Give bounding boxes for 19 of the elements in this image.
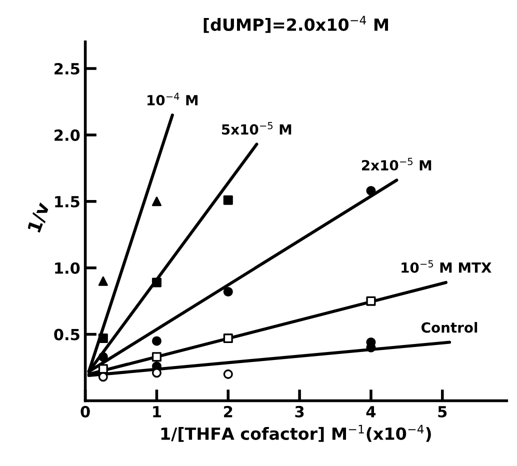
x-axis-title: 1/[THFA cofactor] M$^{−1}$(x10$^{−4}$) (161, 424, 431, 442)
chart-title: [dUMP]=2.0x10$^{−4}$ M (204, 16, 388, 33)
y-tick-label: 2.5 (54, 62, 80, 75)
y-tick-label: 1.0 (55, 262, 80, 274)
x-tick-label: 3 (295, 406, 304, 418)
x-tick-label: 1 (153, 406, 161, 418)
annotation: Control (422, 322, 478, 333)
x-tick-label: 4 (366, 406, 376, 418)
y-tick-label: 0.5 (54, 328, 80, 340)
x-tick-label: 2 (224, 406, 232, 418)
annotation: 10$^{−5}$ M MTX (402, 260, 492, 273)
y-axis-title: 1/v (27, 201, 52, 234)
y-tick-label: 2.0 (54, 129, 80, 141)
annotation: 10$^{−4}$ M (148, 92, 198, 106)
annotation: 2x10$^{−5}$ M (362, 158, 432, 171)
x-tick-label: 5 (438, 406, 447, 418)
x-tick-label: 0 (80, 406, 90, 418)
annotation: 5x10$^{−5}$ M (222, 122, 292, 135)
y-tick-label: 1.5 (55, 196, 80, 208)
